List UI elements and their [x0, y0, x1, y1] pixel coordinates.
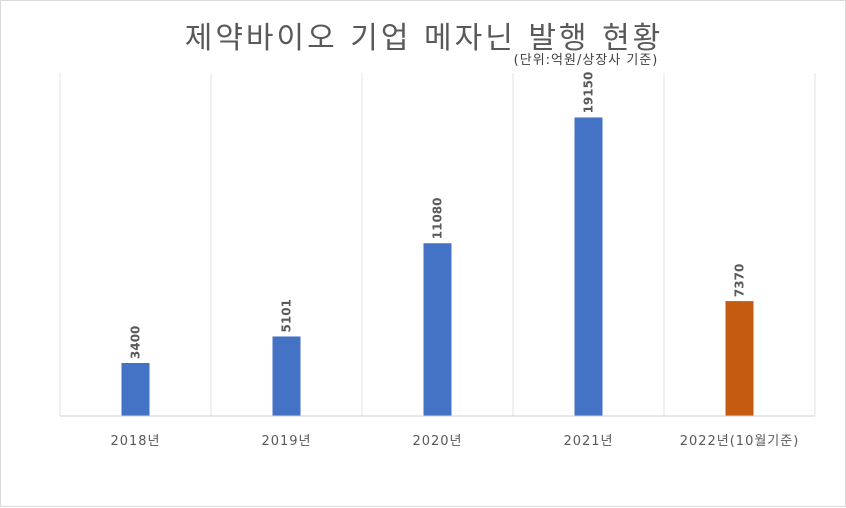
x-tick-label-4: 2021년 [563, 434, 613, 449]
data-label-4: 19150 [582, 72, 596, 114]
bar-4 [574, 117, 603, 417]
bar-2 [272, 336, 301, 416]
x-tick-label-2: 2019년 [261, 434, 311, 449]
gridlines [59, 73, 816, 416]
data-labels: 3400 5101 11080 19150 7370 [129, 72, 747, 359]
x-tick-label-1: 2018년 [110, 434, 160, 449]
data-label-2: 5101 [280, 299, 294, 332]
bar-3 [423, 243, 452, 416]
x-tick-label-3: 2020년 [412, 434, 462, 449]
data-label-3: 11080 [431, 198, 445, 240]
bars [121, 117, 754, 417]
bar-1 [121, 362, 150, 416]
data-label-1: 3400 [129, 326, 143, 359]
chart-subtitle: (단위:억원/상장사 기준) [513, 53, 659, 68]
x-tick-labels: 2018년 2019년 2020년 2021년 2022년(10월기준) [110, 434, 800, 449]
chart-title: 제약바이오 기업 메자닌 발행 현황 [184, 21, 664, 56]
x-tick-label-5: 2022년(10월기준) [680, 434, 800, 449]
bar-5 [725, 301, 754, 416]
data-label-5: 7370 [733, 264, 747, 297]
